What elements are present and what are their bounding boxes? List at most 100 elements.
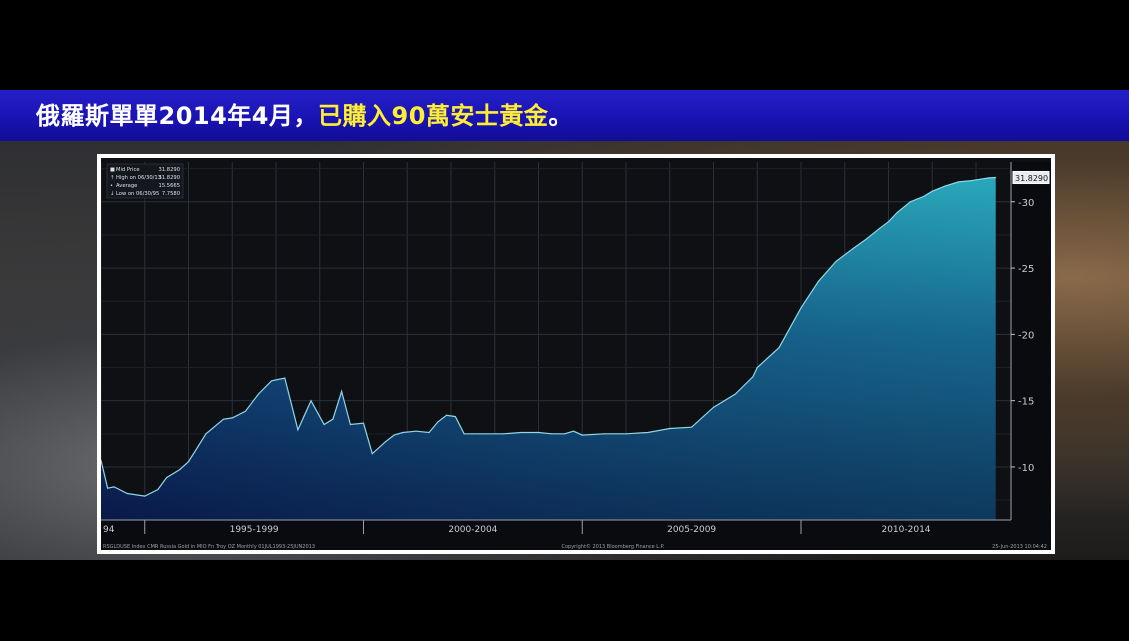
data-point [922, 195, 925, 198]
x-period-label: 94 [103, 525, 115, 535]
data-point [166, 477, 168, 479]
legend-label: Average [116, 183, 137, 189]
data-point [887, 221, 890, 223]
data-point [472, 433, 474, 435]
data-point [669, 427, 671, 430]
data-point [257, 393, 260, 395]
gold-reserve-chart: -10 -15 -20 -25 -30 31.8290 94 1995-1999 2000-2… [100, 162, 1051, 550]
data-point [222, 418, 225, 420]
footer-left: RSGLDUSE Index CMR Russia Gold in MIO Fn… [103, 544, 315, 550]
data-point [835, 260, 837, 262]
data-point [349, 423, 351, 426]
data-point [179, 469, 181, 471]
legend-label: Low on 06/30/95 [116, 191, 159, 197]
data-point [271, 380, 273, 382]
legend-marker: ↑ [110, 175, 114, 181]
y-tick-label: -15 [1018, 397, 1034, 408]
data-point [284, 377, 286, 379]
data-point [205, 433, 207, 435]
data-point [297, 429, 299, 431]
data-point [126, 492, 128, 495]
data-point [187, 461, 190, 463]
data-point [100, 459, 102, 461]
data-point [866, 238, 868, 240]
data-point [415, 430, 417, 432]
data-point [371, 453, 373, 455]
data-point [537, 431, 540, 434]
legend-box [106, 163, 184, 199]
title-banner [0, 90, 1129, 141]
data-point [931, 190, 933, 192]
data-point [113, 486, 115, 488]
data-point [384, 441, 386, 443]
x-period-label: 1995-1999 [230, 525, 279, 535]
data-point [332, 418, 334, 420]
data-point [979, 178, 982, 180]
data-point [362, 422, 365, 424]
data-point [402, 431, 404, 434]
chart-footer: RSGLDUSE Index CMR Russia Gold in MIO Fn… [103, 543, 1047, 550]
y-tick-label: -20 [1018, 330, 1034, 341]
data-point [520, 431, 522, 434]
data-point [454, 416, 456, 418]
x-axis: 94 1995-1999 2000-2004 2005-2009 2010-2014 [101, 519, 1051, 550]
data-point [988, 177, 990, 179]
footer-center: Copyright© 2013 Bloomberg Finance L.P. [561, 543, 664, 550]
y-tick-label: -10 [1018, 463, 1034, 474]
data-point [502, 433, 505, 435]
data-point [791, 323, 793, 325]
legend-label: Mid Price [116, 167, 140, 173]
data-point [734, 393, 737, 395]
banner-title-part2: 已購入90萬安士黃金 [318, 102, 549, 130]
last-value-label: 31.8290 [1015, 174, 1048, 183]
banner-title: 俄羅斯單單2014年4月，已購入90萬安士黃金。 [36, 99, 573, 133]
y-axis-band [1012, 162, 1051, 520]
x-period-label: 2010-2014 [881, 525, 930, 535]
data-point [341, 390, 343, 392]
legend-value: 31.8290 [159, 167, 180, 173]
data-point [944, 185, 947, 187]
data-point [393, 434, 395, 436]
data-point [437, 421, 439, 423]
data-point [647, 431, 649, 434]
letterbox-bottom [0, 560, 1129, 641]
data-point [107, 487, 109, 489]
data-point [712, 406, 715, 408]
data-point [564, 433, 566, 435]
banner-title-part3: 。 [548, 102, 573, 130]
data-point [603, 433, 605, 435]
data-point [800, 307, 802, 309]
legend-value: 7.7580 [162, 191, 180, 197]
data-point [817, 280, 820, 282]
series-line [100, 176, 996, 497]
chart-panel: -10 -15 -20 -25 -30 31.8290 94 1995-1999 2000-2… [100, 158, 1051, 550]
data-point [231, 417, 233, 419]
banner-title-part1: 俄羅斯單單2014年4月， [36, 102, 318, 130]
data-point [909, 201, 912, 203]
area-series [100, 176, 997, 520]
data-point [896, 211, 898, 213]
data-point [995, 176, 997, 179]
data-point [572, 430, 575, 432]
footer-right: 25-Jun-2013 10:04:42 [992, 544, 1047, 550]
data-point [446, 414, 448, 416]
data-point [971, 180, 973, 182]
legend-marker: • [110, 183, 113, 189]
data-point [691, 426, 693, 428]
data-point [310, 400, 312, 402]
area-fill-overlay [101, 177, 996, 520]
chart-frame: -10 -15 -20 -25 -30 31.8290 94 1995-1999 2000-2… [97, 154, 1055, 554]
data-point [957, 181, 960, 183]
legend: ■ Mid Price 31.8290↑ High on 06/30/1331.829… [106, 163, 184, 199]
data-point [428, 431, 430, 434]
data-point [625, 433, 627, 435]
legend-value: 31.8290 [159, 175, 180, 181]
data-point [323, 423, 325, 426]
data-point [463, 433, 465, 435]
legend-marker: ↓ [110, 191, 114, 197]
legend-label: High on 06/30/13 [116, 175, 161, 181]
x-axis-band [101, 520, 1051, 550]
letterbox-top [0, 0, 1129, 90]
y-tick-label: -30 [1018, 198, 1034, 209]
x-period-label: 2005-2009 [667, 525, 716, 535]
